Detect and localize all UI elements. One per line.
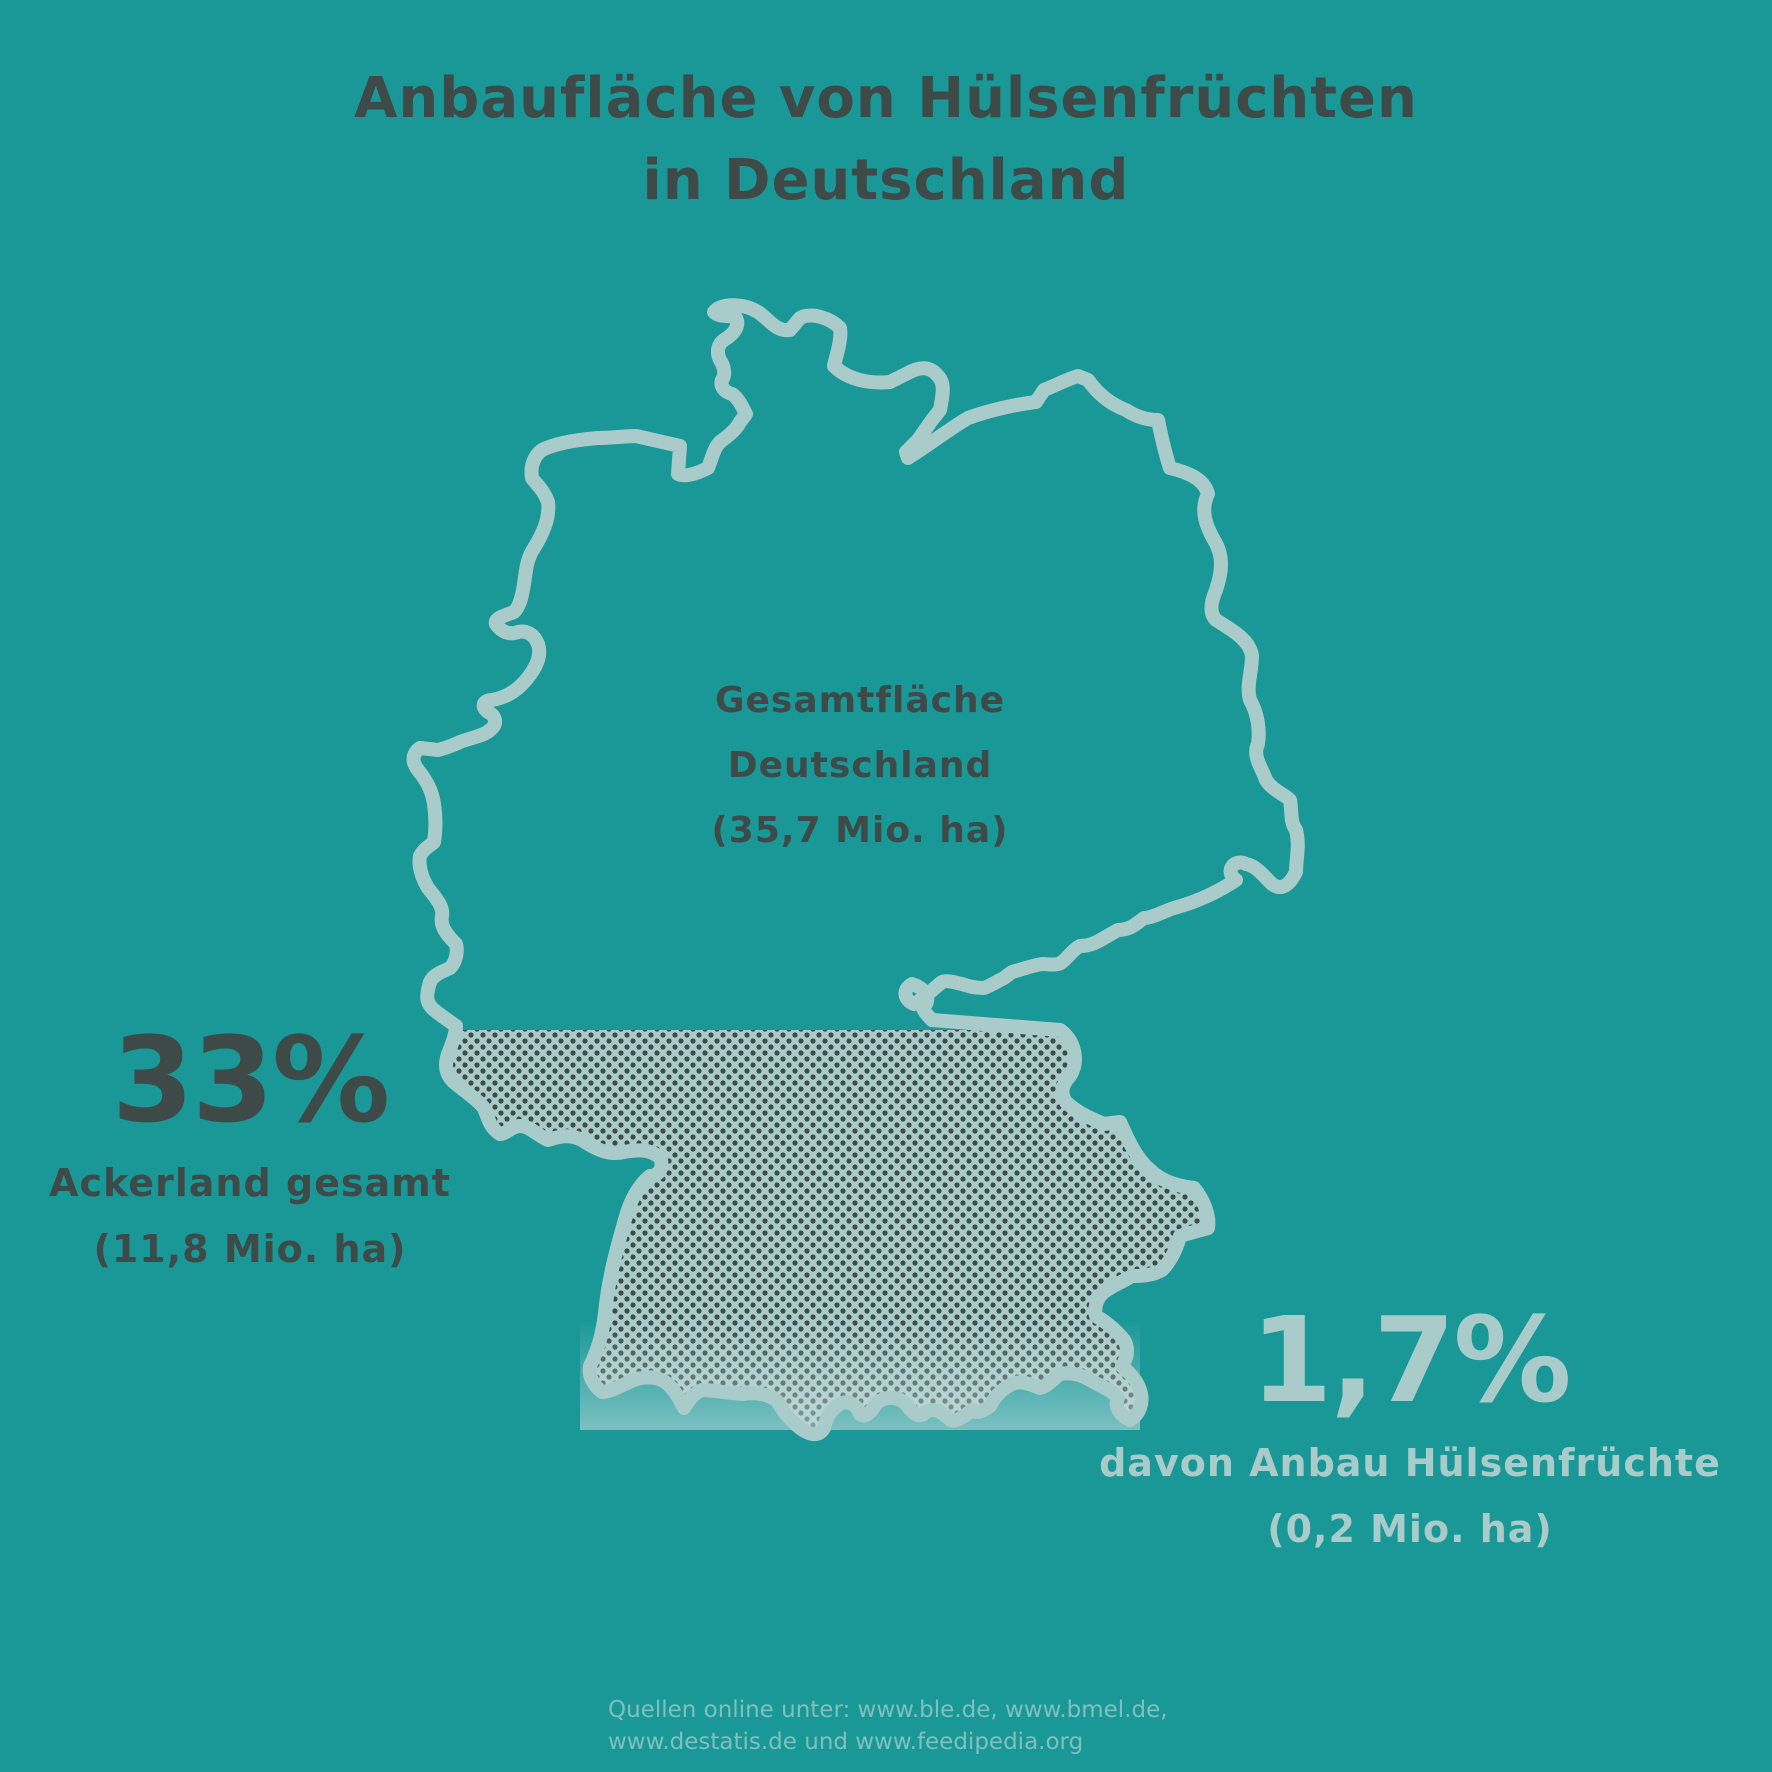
title-line-1: Anbaufläche von Hülsenfrüchten (354, 66, 1418, 131)
sources-line-2: www.destatis.de und www.feedipedia.org (608, 1729, 1084, 1755)
legumes-amount: (0,2 Mio. ha) (1267, 1507, 1553, 1551)
farmland-label: Ackerland gesamt (49, 1161, 451, 1205)
sources-note: Quellen online unter: www.ble.de, www.bm… (608, 1694, 1368, 1758)
title-line-2: in Deutschland (642, 148, 1130, 213)
legumes-percent: 1,7% (1250, 1291, 1571, 1429)
farmland-amount: (11,8 Mio. ha) (93, 1227, 407, 1271)
farmland-stat: 33% Ackerland gesamt (11,8 Mio. ha) (30, 1010, 470, 1282)
total-area-line-2: Deutschland (727, 745, 993, 786)
farmland-percent: 33% (111, 1011, 390, 1149)
total-area-amount: (35,7 Mio. ha) (711, 810, 1009, 851)
total-area-label: Gesamtfläche Deutschland (35,7 Mio. ha) (560, 668, 1160, 863)
total-area-line-1: Gesamtfläche (714, 680, 1006, 721)
sources-line-1: Quellen online unter: www.ble.de, www.bm… (608, 1697, 1168, 1723)
page-title: Anbaufläche von Hülsenfrüchten in Deutsc… (0, 58, 1772, 222)
legumes-stat: 1,7% davon Anbau Hülsenfrüchte (0,2 Mio.… (1090, 1290, 1730, 1562)
legumes-label: davon Anbau Hülsenfrüchte (1099, 1441, 1721, 1485)
